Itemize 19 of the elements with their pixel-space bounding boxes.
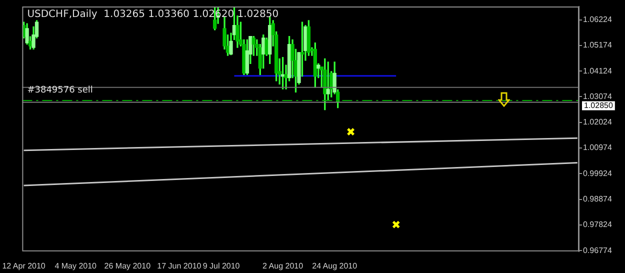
y-tick-label: 0.98874 <box>583 194 612 204</box>
y-tick-label: 0.96774 <box>583 246 612 255</box>
y-tick-label: 1.02024 <box>583 118 612 127</box>
x-tick-label: 24 Aug 2010 <box>312 261 358 270</box>
x-tick-label: 12 Apr 2010 <box>2 261 46 270</box>
ref-line-label: 1.02850 <box>584 100 614 110</box>
y-tick-label: 0.99924 <box>583 168 612 178</box>
y-tick-label: 1.00974 <box>583 143 612 152</box>
x-tick-label: 9 Jul 2010 <box>202 261 240 270</box>
x-tick-label: 4 May 2010 <box>54 261 98 270</box>
y-tick-label: 1.05174 <box>583 40 612 50</box>
ref-line-label: #3849576 sell <box>27 85 93 96</box>
y-tick-label: 1.03074 <box>583 92 612 101</box>
y-tick-label: 1.06224 <box>583 15 612 24</box>
y-tick-label: 0.97824 <box>583 220 612 230</box>
x-tick-label: 2 Aug 2010 <box>262 261 304 270</box>
x-tick-label: 26 May 2010 <box>104 261 152 270</box>
x-tick-label: 17 Jun 2010 <box>157 261 202 270</box>
y-tick-label: 1.04124 <box>583 66 612 76</box>
